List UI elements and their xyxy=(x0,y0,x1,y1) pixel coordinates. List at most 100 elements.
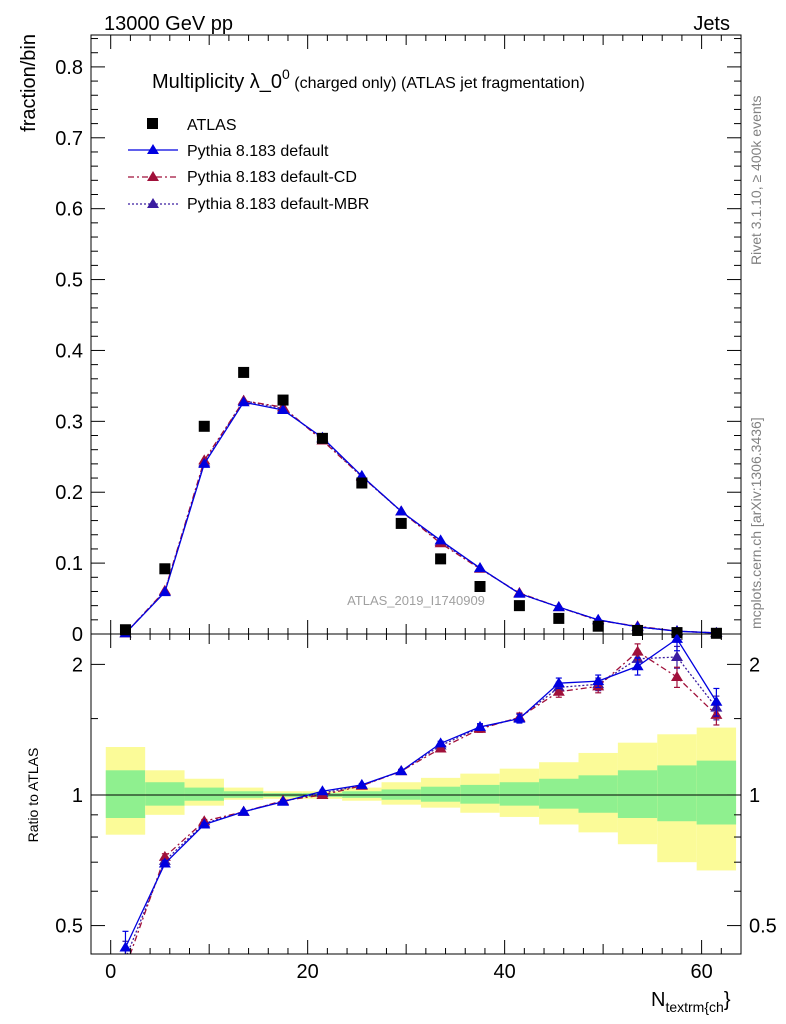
data-point xyxy=(632,624,644,636)
main-ytick-label: 0.7 xyxy=(55,128,83,150)
ratio-marker-dotted xyxy=(670,650,683,661)
band-inner-bin xyxy=(420,786,461,802)
legend-label-atlas: ATLAS xyxy=(187,117,237,134)
ratio-marker-solid xyxy=(474,720,487,731)
ratio-ytick-label: 2 xyxy=(72,654,83,676)
main-marker-solid xyxy=(434,534,447,545)
main-marker-solid xyxy=(355,469,368,480)
main-marker-solid xyxy=(513,587,526,598)
data-point xyxy=(119,624,131,636)
ratio-line-solid xyxy=(124,637,717,948)
main-marker-solid xyxy=(552,601,565,612)
legend-marker-atlas xyxy=(147,118,158,129)
ratio-marker-solid xyxy=(631,660,644,671)
title-small: (charged only) xyxy=(290,75,397,92)
ratio-marker-solid xyxy=(670,634,683,643)
main-ytick-label: 0.8 xyxy=(55,57,83,79)
ratio-marker-solid xyxy=(355,778,368,789)
ratio-marker-solid xyxy=(158,857,171,868)
ratio-marker-dashdot xyxy=(552,685,565,696)
ratio-marker-dashdot xyxy=(119,962,131,972)
data-point xyxy=(592,620,604,632)
ratio-marker-solid xyxy=(710,695,723,706)
ratio-marker-solid xyxy=(434,737,447,748)
axes-ticks: 0.10.20.30.40.50.60.70.800 20 40 600.5 0.51 1… xyxy=(55,35,777,983)
ratio-ytick-label: 0.5 xyxy=(55,916,83,938)
ratio-xtick-label: 0 xyxy=(105,961,116,983)
x-axis-label-close: } xyxy=(724,989,731,1011)
title-tail: (ATLAS jet fragmentation) xyxy=(397,75,585,92)
ratio-ytick-label-right: 0.5 xyxy=(749,916,777,938)
ratio-marker-dashdot xyxy=(158,850,171,861)
main-marker-solid xyxy=(198,457,211,468)
ratio-uncertainty-bands xyxy=(105,727,737,871)
ratio-ytick-label: 1 xyxy=(72,785,83,807)
main-marker-solid xyxy=(395,505,408,516)
band-inner-bin xyxy=(657,765,697,822)
main-ytick-label: 0.3 xyxy=(55,411,83,433)
band-inner-bin xyxy=(617,770,658,819)
ratio-marker-solid xyxy=(119,941,132,952)
main-marker-solid xyxy=(277,403,290,414)
data-point xyxy=(710,627,722,639)
legend: ATLAS Pythia 8.183 default Pythia 8.183 … xyxy=(128,117,369,213)
data-point xyxy=(435,553,447,565)
ratio-marker-solid xyxy=(316,785,329,796)
ratio-frame xyxy=(90,633,742,955)
band-inner-bin xyxy=(460,784,500,804)
x-axis-label-main: N xyxy=(651,989,665,1011)
band-inner-bin xyxy=(105,770,146,819)
header-left: 13000 GeV pp xyxy=(104,13,233,35)
x-axis-label: Ntextrm{ch} xyxy=(651,989,731,1015)
ratio-marker-solid xyxy=(513,712,526,723)
legend-marker-default xyxy=(147,144,159,154)
ratio-marker-dashdot xyxy=(631,645,644,656)
ratio-marker-solid xyxy=(592,675,605,686)
watermark: ATLAS_2019_I1740909 xyxy=(347,593,485,608)
ratio-line-dashdot xyxy=(129,650,717,954)
data-point xyxy=(671,627,683,639)
ratio-marker-dashdot xyxy=(670,671,683,682)
ratio-marker-solid xyxy=(237,805,250,816)
y-axis-label-main: fraction/bin xyxy=(18,34,40,132)
ratio-marker-solid xyxy=(198,818,211,829)
main-marker-solid xyxy=(237,396,250,407)
ratio-ytick-label-right: 2 xyxy=(749,654,760,676)
legend-marker-mbr xyxy=(147,198,159,208)
legend-label-cd: Pythia 8.183 default-CD xyxy=(187,169,357,186)
y-axis-label-ratio: Ratio to ATLAS xyxy=(25,748,41,843)
ratio-marker-solid xyxy=(552,677,565,688)
title-sup: 0 xyxy=(282,66,290,82)
rivet-label: Rivet 3.1.10, ≥ 400k events xyxy=(748,95,764,265)
header-right: Jets xyxy=(693,13,730,35)
ratio-marker-dashdot xyxy=(434,742,447,753)
ratio-marker-solid xyxy=(277,795,290,806)
band-inner-bin xyxy=(578,775,618,813)
main-marker-solid xyxy=(158,586,171,597)
data-point xyxy=(198,420,210,432)
band-inner-bin xyxy=(696,760,737,825)
main-ytick-label: 0.6 xyxy=(55,199,83,221)
data-point xyxy=(553,612,565,624)
main-ytick-label: 0 xyxy=(72,624,83,646)
ratio-ytick-label-right: 1 xyxy=(749,785,760,807)
main-line-solid xyxy=(125,401,717,634)
data-point xyxy=(277,394,289,406)
data-point xyxy=(395,517,407,529)
legend-label-mbr: Pythia 8.183 default-MBR xyxy=(187,196,369,213)
data-point xyxy=(159,563,171,575)
x-axis-label-sub: textrm{ch xyxy=(665,999,723,1015)
band-inner-bin xyxy=(499,782,540,806)
band-inner-bin xyxy=(145,782,185,806)
legend-label-default: Pythia 8.183 default xyxy=(187,143,329,160)
main-ytick-label: 0.5 xyxy=(55,270,83,292)
ratio-curves-clipped xyxy=(119,634,723,972)
ratio-marker-solid xyxy=(395,765,408,776)
ratio-xtick-label: 20 xyxy=(297,961,319,983)
plot-title: Multiplicity λ_00 (charged only) (ATLAS … xyxy=(152,66,585,93)
main-data-points xyxy=(119,366,722,639)
band-inner-bin xyxy=(184,787,224,801)
data-point xyxy=(474,581,486,593)
mcplots-label: mcplots.cern.ch [arXiv:1306.3436] xyxy=(748,417,764,629)
